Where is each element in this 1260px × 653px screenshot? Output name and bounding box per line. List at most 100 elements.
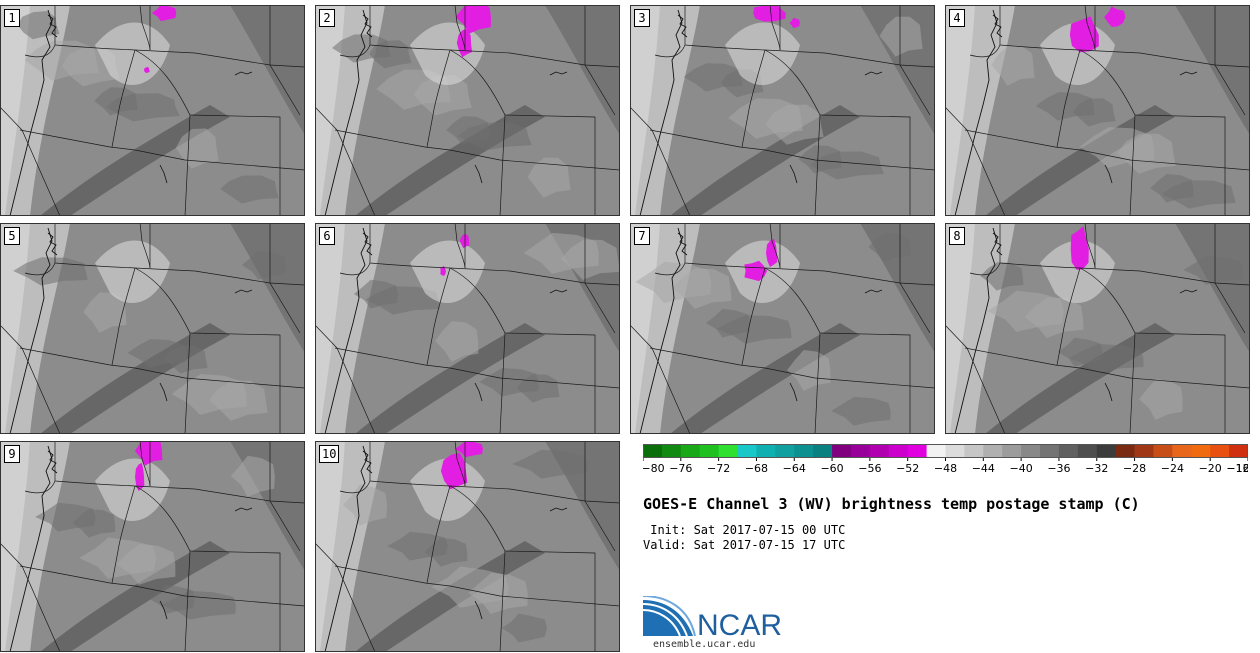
coastline bbox=[324, 9, 368, 216]
colorbar-swatch bbox=[1002, 444, 1022, 458]
dry-band bbox=[40, 105, 230, 216]
wv-map bbox=[945, 5, 1250, 216]
cloud-texture bbox=[220, 175, 279, 204]
init-time: Init: Sat 2017-07-15 00 UTC bbox=[643, 523, 846, 537]
state-border bbox=[334, 565, 620, 607]
state-border bbox=[19, 347, 305, 389]
state-border bbox=[499, 550, 506, 652]
state-border bbox=[999, 5, 1250, 68]
cold-cloud-top bbox=[454, 441, 483, 458]
coastline bbox=[954, 9, 998, 216]
state-border bbox=[1214, 5, 1246, 116]
cloud-texture bbox=[1079, 127, 1155, 168]
dry-region bbox=[1175, 223, 1250, 353]
state-border bbox=[899, 5, 931, 116]
cloud-texture bbox=[94, 87, 138, 116]
cold-cloud-top bbox=[753, 5, 786, 22]
colorbar-swatch bbox=[643, 444, 663, 458]
colorbar-tick-label: −24 bbox=[1161, 462, 1184, 475]
cold-cloud-top bbox=[144, 66, 150, 73]
dry-band bbox=[355, 323, 545, 434]
colorbar-swatch bbox=[1134, 444, 1154, 458]
cloud-texture bbox=[523, 232, 599, 274]
state-border bbox=[499, 332, 506, 434]
panel-frame bbox=[0, 223, 305, 434]
panel-number: 5 bbox=[4, 227, 20, 245]
panel-number: 1 bbox=[4, 9, 20, 27]
colorbar-swatch bbox=[1191, 444, 1211, 458]
lake bbox=[549, 71, 568, 76]
colorbar-tick-label: −60 bbox=[820, 462, 843, 475]
state-border bbox=[630, 106, 691, 216]
moist-plume bbox=[1040, 240, 1115, 303]
state-border bbox=[189, 332, 281, 434]
cloud-texture bbox=[1139, 378, 1183, 420]
panel-frame bbox=[315, 5, 620, 216]
moisture-band bbox=[630, 5, 660, 216]
state-border bbox=[111, 49, 136, 148]
state-border bbox=[19, 129, 305, 171]
ncar-logo-text: NCAR bbox=[697, 609, 782, 640]
state-border bbox=[1134, 114, 1226, 216]
cloud-texture bbox=[353, 279, 398, 309]
colorbar-swatch bbox=[661, 444, 682, 458]
cloud-texture bbox=[431, 566, 509, 608]
dry-region bbox=[545, 5, 620, 135]
state-border bbox=[499, 114, 506, 216]
state-border bbox=[54, 441, 305, 504]
state-border bbox=[1079, 267, 1136, 334]
panel-number: 7 bbox=[634, 227, 650, 245]
colorbar-tick-label: −52 bbox=[896, 462, 919, 475]
dry-band bbox=[40, 541, 230, 652]
state-border bbox=[134, 485, 191, 552]
state-border bbox=[139, 5, 151, 51]
cloud-texture bbox=[879, 16, 923, 57]
cloud-texture bbox=[831, 396, 891, 426]
state-border bbox=[0, 106, 61, 216]
state-border bbox=[1079, 49, 1136, 116]
moist-plume bbox=[95, 22, 170, 85]
colorbar-swatch bbox=[699, 444, 720, 458]
wv-map bbox=[0, 441, 305, 652]
colorbar-tick-label: −76 bbox=[669, 462, 692, 475]
state-border bbox=[24, 262, 56, 276]
state-border bbox=[426, 267, 451, 366]
moisture-band bbox=[0, 5, 30, 216]
colorbar-swatch bbox=[756, 444, 776, 458]
state-border bbox=[1129, 332, 1136, 434]
colorbar-swatch bbox=[794, 444, 814, 458]
state-border bbox=[0, 324, 61, 434]
lake bbox=[474, 164, 483, 184]
cloud-texture bbox=[1057, 337, 1103, 367]
cloud-texture bbox=[787, 350, 831, 391]
coastline bbox=[9, 445, 53, 652]
panel-number: 2 bbox=[319, 9, 335, 27]
state-border bbox=[945, 324, 1006, 434]
postage-stamp-panel: 6 bbox=[315, 223, 620, 434]
state-border bbox=[111, 267, 136, 366]
dry-region bbox=[1175, 5, 1250, 135]
dry-region bbox=[545, 441, 620, 571]
state-border bbox=[504, 332, 596, 434]
cloud-texture bbox=[1150, 174, 1194, 203]
coastline bbox=[9, 227, 53, 434]
colorbar-swatch bbox=[813, 444, 833, 458]
colorbar-tick-label: −32 bbox=[1085, 462, 1108, 475]
colorbar-swatch bbox=[1040, 444, 1060, 458]
cold-cloud-top bbox=[134, 441, 163, 466]
colorbar-swatch bbox=[945, 444, 965, 458]
colorbar-swatch bbox=[1229, 444, 1248, 458]
state-border bbox=[139, 441, 151, 487]
colorbar-swatch bbox=[869, 444, 890, 458]
cloud-texture bbox=[527, 157, 571, 198]
wv-map bbox=[315, 441, 620, 652]
panel-frame bbox=[315, 223, 620, 434]
lake bbox=[1104, 382, 1113, 402]
cold-cloud-top bbox=[1104, 6, 1126, 27]
colorbar-swatch bbox=[1210, 444, 1230, 458]
state-border bbox=[814, 114, 821, 216]
lake bbox=[234, 507, 253, 512]
state-border bbox=[454, 5, 466, 51]
postage-stamp-panel: 9 bbox=[0, 441, 305, 652]
cold-cloud-top bbox=[1070, 226, 1089, 270]
